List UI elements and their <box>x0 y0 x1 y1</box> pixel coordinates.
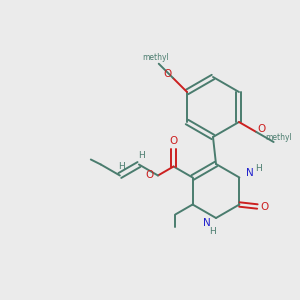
Text: N: N <box>203 218 211 228</box>
Text: H: H <box>139 151 145 160</box>
Text: methyl: methyl <box>265 133 292 142</box>
Text: H: H <box>255 164 262 173</box>
Text: O: O <box>260 202 268 212</box>
Text: O: O <box>169 136 178 146</box>
Text: O: O <box>164 69 172 79</box>
Text: O: O <box>257 124 266 134</box>
Text: N: N <box>246 169 254 178</box>
Text: H: H <box>118 162 125 171</box>
Text: H: H <box>210 227 216 236</box>
Text: methyl: methyl <box>142 53 169 62</box>
Text: O: O <box>146 170 154 181</box>
